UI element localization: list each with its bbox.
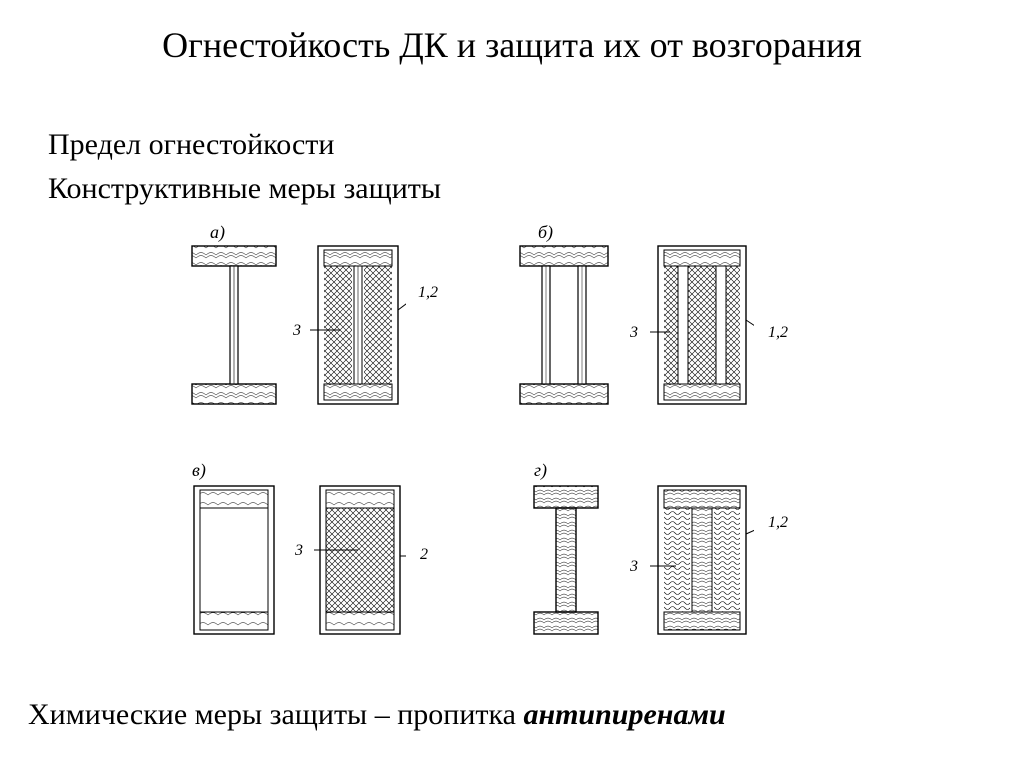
annot-g-3: 3 — [630, 558, 638, 576]
page-title: Огнестойкость ДК и защита их от возгоран… — [0, 24, 1024, 66]
annot-b-12: 1,2 — [768, 324, 788, 342]
annot-v-3: 3 — [295, 542, 303, 560]
annot-a-12: 1,2 — [418, 284, 438, 302]
text-line-1: Предел огнестойкости — [48, 128, 334, 162]
annot-v-2: 2 — [420, 546, 428, 564]
bottom-text-prefix: Химические меры защиты – пропитка — [28, 698, 523, 731]
beam-g-protected — [650, 480, 754, 640]
beam-b-protected — [650, 240, 754, 410]
annot-a-3: 3 — [293, 322, 301, 340]
annot-b-3: 3 — [630, 324, 638, 342]
beam-b-bare — [514, 240, 614, 410]
beam-v-protected — [314, 480, 406, 640]
beam-a-bare — [186, 240, 282, 410]
figure-container: а) б) в) г) — [130, 222, 890, 652]
text-line-2: Конструктивные меры защиты — [48, 172, 441, 206]
bottom-text: Химические меры защиты – пропитка антипи… — [28, 698, 726, 732]
beam-g-bare — [528, 480, 604, 640]
slide: Огнестойкость ДК и защита их от возгоран… — [0, 0, 1024, 767]
bottom-text-emphasis: антипиренами — [523, 698, 725, 731]
panel-label-g: г) — [534, 460, 547, 481]
beam-a-protected — [310, 240, 406, 410]
annot-g-12: 1,2 — [768, 514, 788, 532]
panel-label-v: в) — [192, 460, 206, 481]
beam-v-bare — [188, 480, 280, 640]
